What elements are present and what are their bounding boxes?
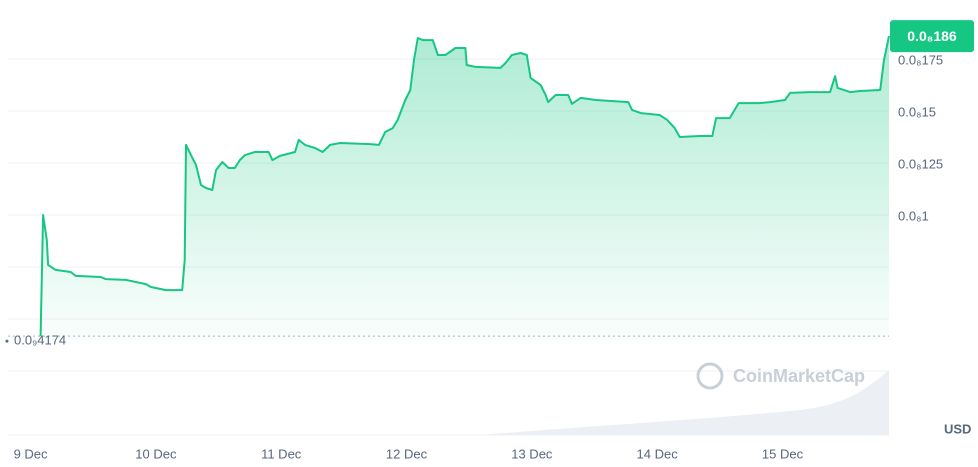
x-tick-label: 10 Dec xyxy=(135,446,177,461)
x-tick-label: 15 Dec xyxy=(762,446,804,461)
badge-box xyxy=(890,20,974,53)
volume-area xyxy=(480,370,889,435)
x-tick-label: 12 Dec xyxy=(386,446,428,461)
x-tick-label: 14 Dec xyxy=(637,446,679,461)
badge-label: 0.0₈186 xyxy=(907,28,957,44)
y-tick-label: 0.0₈1 xyxy=(898,208,929,223)
x-tick-label: 11 Dec xyxy=(261,446,302,461)
x-tick-label: 13 Dec xyxy=(511,446,553,461)
y-tick-label: 0.0₈175 xyxy=(898,52,943,67)
watermark-text: CoinMarketCap xyxy=(733,366,865,386)
price-line xyxy=(39,35,890,337)
watermark-logo xyxy=(696,362,724,390)
x-tick-label: 9 Dec xyxy=(14,446,48,461)
low-dot xyxy=(5,339,9,343)
y-tick-label: 0.0₈15 xyxy=(898,104,936,119)
y-tick-label: 0.0₈125 xyxy=(898,156,943,171)
price-badge: 0.0₈186 xyxy=(890,20,974,53)
axis-label: USD xyxy=(944,421,971,436)
watermark: CoinMarketCap xyxy=(696,362,865,390)
price-area xyxy=(40,36,890,340)
